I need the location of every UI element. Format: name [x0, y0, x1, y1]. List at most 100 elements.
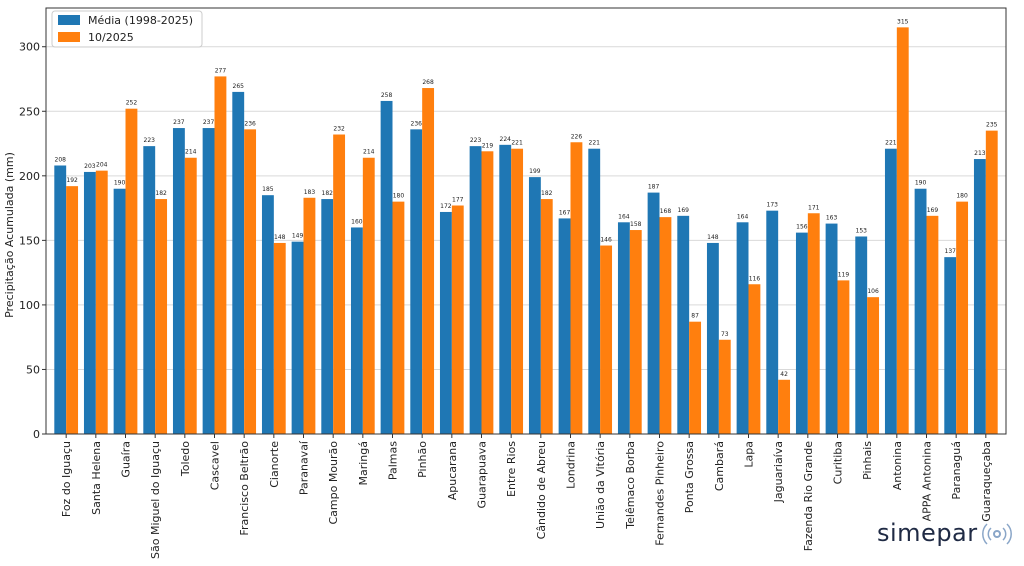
x-tick-label: Ponta Grossa [683, 441, 696, 513]
bar-oct2025 [985, 130, 998, 435]
data-label: 199 [529, 168, 541, 175]
data-label: 236 [244, 120, 256, 127]
data-label: 221 [589, 140, 601, 147]
y-tick-label: 50 [26, 363, 40, 376]
data-label: 42 [780, 371, 788, 378]
x-tick-label: Paranaguá [950, 441, 963, 500]
data-label: 213 [974, 150, 986, 157]
bar-media [825, 223, 838, 434]
plot-frame [45, 7, 1007, 435]
x-tick-label: APPA Antonina [920, 441, 933, 521]
bar-oct2025 [896, 27, 909, 434]
bar-media [172, 128, 185, 434]
data-label: 183 [304, 189, 316, 196]
bar-media [677, 215, 690, 434]
bars [54, 27, 998, 435]
bar-oct2025 [125, 108, 138, 434]
data-label: 164 [737, 213, 749, 220]
x-tick-label: São Miguel do Iguaçu [149, 441, 162, 559]
data-label: 169 [678, 207, 690, 214]
data-label: 221 [885, 140, 897, 147]
data-label: 182 [541, 190, 553, 197]
bar-oct2025 [926, 215, 939, 434]
data-label: 160 [351, 218, 363, 225]
x-tick-label: Pinhais [861, 441, 874, 480]
bar-media [410, 129, 423, 434]
x-tick-label: Antonina [891, 441, 904, 490]
bar-oct2025 [451, 205, 464, 434]
data-label: 236 [411, 120, 423, 127]
data-label: 192 [66, 177, 78, 184]
data-label: 277 [215, 67, 227, 74]
legend-label: 10/2025 [88, 31, 134, 44]
x-tick-label: Francisco Beltrão [238, 441, 251, 536]
bar-oct2025 [184, 157, 197, 434]
x-tick-label: Cascavel [209, 441, 222, 490]
bar-oct2025 [748, 284, 761, 434]
data-label: 119 [838, 271, 850, 278]
data-label: 148 [274, 234, 286, 241]
x-tick-label: Telêmaco Borba [624, 441, 637, 530]
data-label: 156 [796, 224, 808, 231]
bar-oct2025 [867, 297, 880, 434]
data-labels: 208 192 203 204 190 252 223 182 237 214 237 277 265 2… [55, 18, 998, 377]
bar-media [469, 146, 482, 435]
bar-media [855, 236, 868, 434]
data-label: 223 [470, 137, 482, 144]
bar-media [321, 199, 334, 434]
data-label: 73 [721, 331, 729, 338]
data-label: 190 [915, 180, 927, 187]
bar-oct2025 [244, 129, 257, 434]
bar-media [261, 195, 274, 434]
legend-swatch [58, 15, 80, 25]
bar-media [795, 232, 808, 434]
legend-label: Média (1998-2025) [88, 14, 193, 27]
data-label: 208 [55, 156, 67, 163]
bar-media [380, 100, 393, 434]
bar-oct2025 [570, 142, 583, 434]
y-axis-label: Precipitação Acumulada (mm) [3, 152, 16, 318]
data-label: 268 [422, 79, 434, 86]
bar-media [83, 171, 96, 435]
data-label: 172 [440, 203, 452, 210]
bar-media [736, 222, 749, 434]
bar-media [113, 188, 126, 434]
y-tick-label: 150 [19, 234, 40, 247]
legend-swatch [58, 32, 80, 42]
bar-oct2025 [422, 88, 435, 434]
y-tick-label: 200 [19, 170, 40, 183]
y-tick-label: 100 [19, 299, 40, 312]
y-tick-label: 250 [19, 105, 40, 118]
y-tick-label: 300 [19, 41, 40, 54]
data-label: 169 [927, 207, 939, 214]
x-tick-label: Fernandes Pinheiro [653, 441, 666, 546]
bar-oct2025 [837, 280, 850, 434]
bar-media [499, 144, 512, 434]
x-tick-label: Curitiba [831, 441, 844, 484]
x-tick-label: Entre Rios [505, 441, 518, 497]
data-label: 177 [452, 197, 464, 204]
data-label: 235 [986, 122, 998, 129]
bar-oct2025 [511, 148, 524, 434]
data-label: 153 [856, 227, 868, 234]
bar-oct2025 [481, 151, 494, 435]
data-label: 146 [600, 237, 612, 244]
data-label: 187 [648, 184, 660, 191]
bar-oct2025 [95, 170, 108, 434]
bar-media [143, 146, 156, 435]
data-label: 221 [511, 140, 523, 147]
x-tick-label: Toledo [179, 441, 192, 477]
bar-oct2025 [956, 201, 969, 434]
bar-oct2025 [155, 199, 168, 434]
data-label: 224 [500, 136, 512, 143]
data-label: 232 [333, 126, 345, 133]
bar-media [232, 91, 245, 434]
bar-oct2025 [273, 242, 286, 434]
bar-media [884, 148, 897, 434]
x-tick-label: Campo Mourão [327, 441, 340, 525]
simepar-logo-text: simepar [877, 519, 978, 547]
x-tick-label: Guarapuava [476, 441, 489, 508]
data-label: 190 [114, 180, 126, 187]
data-label: 226 [571, 133, 583, 140]
